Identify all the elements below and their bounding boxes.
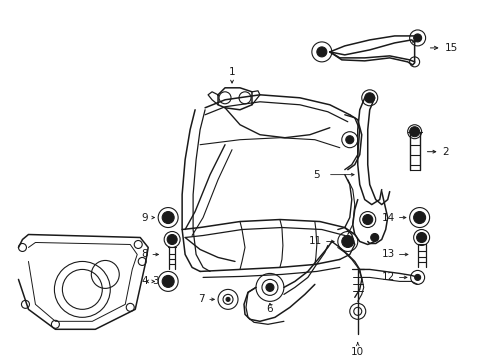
Circle shape (341, 235, 353, 247)
Circle shape (413, 34, 421, 42)
Text: 13: 13 (381, 249, 394, 260)
Text: 2: 2 (442, 147, 448, 157)
Circle shape (316, 47, 326, 57)
Text: 8: 8 (142, 249, 148, 260)
Circle shape (162, 212, 174, 224)
Circle shape (416, 233, 426, 243)
Text: 7: 7 (198, 294, 204, 304)
Text: 5: 5 (313, 170, 319, 180)
Circle shape (413, 212, 425, 224)
Text: 12: 12 (381, 273, 394, 282)
Text: 15: 15 (444, 43, 457, 53)
Circle shape (409, 127, 419, 137)
Text: 9: 9 (142, 212, 148, 222)
Circle shape (225, 297, 229, 301)
Circle shape (370, 234, 378, 242)
Text: 11: 11 (308, 237, 321, 247)
Circle shape (414, 274, 420, 280)
Text: 1: 1 (228, 67, 235, 77)
Text: 14: 14 (381, 212, 394, 222)
Circle shape (265, 283, 273, 291)
Circle shape (345, 136, 353, 144)
Text: 4: 4 (142, 276, 148, 287)
Circle shape (162, 275, 174, 287)
Circle shape (167, 234, 177, 244)
Text: 3: 3 (152, 276, 159, 287)
Circle shape (364, 93, 374, 103)
Text: 10: 10 (350, 347, 364, 357)
Circle shape (362, 215, 372, 225)
Text: 6: 6 (266, 304, 273, 314)
